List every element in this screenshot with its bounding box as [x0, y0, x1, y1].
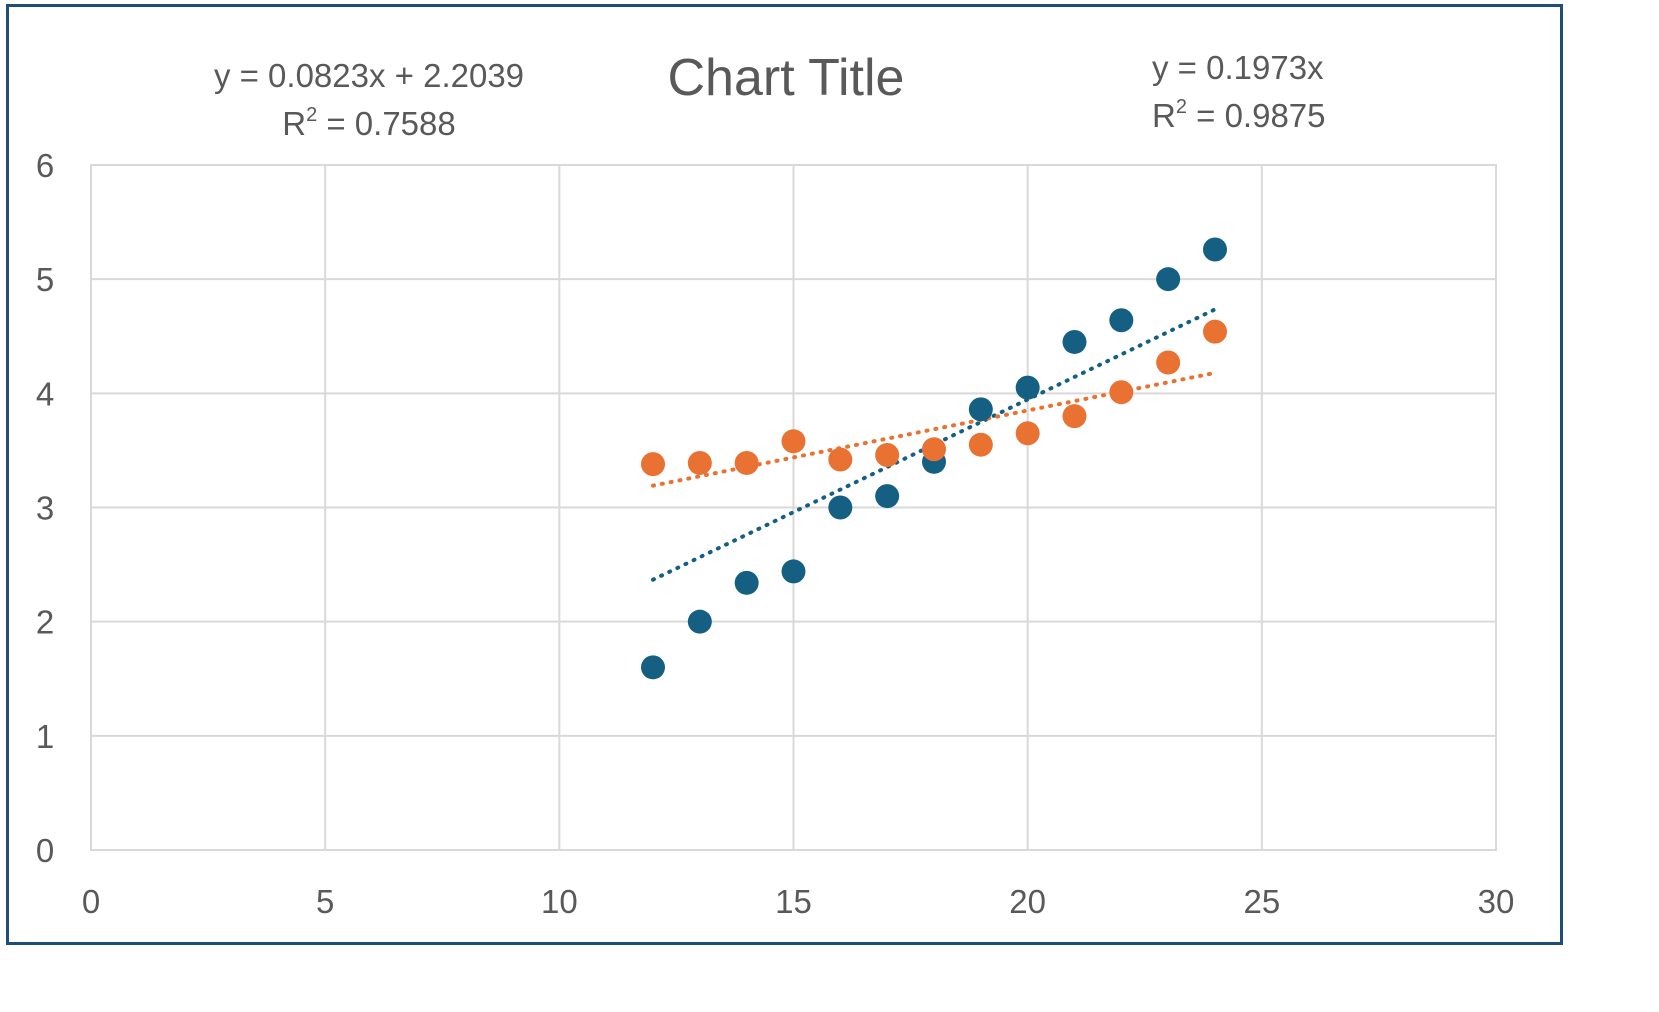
gridlines: [90, 164, 1497, 851]
x-tick-label: 10: [541, 883, 578, 920]
point-series-2: [875, 442, 900, 467]
y-tick-label: 6: [36, 147, 54, 184]
r-squared-right-value: = 0.9875: [1187, 97, 1326, 134]
r-squared-right-label: R: [1152, 97, 1176, 134]
x-tick-label: 25: [1243, 883, 1280, 920]
r-squared-left-value: = 0.7588: [317, 105, 456, 142]
point-series-2: [1156, 350, 1181, 375]
point-series-1: [781, 559, 806, 584]
y-tick-label: 4: [36, 375, 54, 412]
point-series-2: [1015, 421, 1040, 446]
point-series-1: [875, 484, 900, 509]
y-tick-label: 3: [36, 490, 54, 527]
point-series-2: [922, 437, 946, 462]
point-series-1: [828, 495, 853, 520]
point-series-1: [1203, 237, 1227, 262]
point-series-1: [1015, 375, 1040, 400]
r-squared-left: R2 = 0.7588: [282, 104, 456, 142]
x-tick-label: 30: [1478, 883, 1515, 920]
point-series-2: [968, 432, 993, 457]
point-series-2: [734, 450, 759, 475]
point-series-2: [828, 447, 853, 472]
r-squared-right: R2 = 0.9875: [1152, 96, 1326, 134]
point-series-1: [687, 609, 712, 634]
point-series-2: [1062, 404, 1087, 429]
x-tick-label: 0: [82, 883, 100, 920]
y-tick-label: 1: [36, 718, 54, 755]
point-series-2: [1109, 380, 1134, 405]
point-series-1: [1062, 329, 1087, 354]
point-series-2: [641, 452, 665, 477]
chart-frame: 0 5 10 15 20 25 30 0 1 2 3 4 5 6 Chart Title y = 0.0…: [6, 4, 1563, 945]
point-series-1: [1109, 308, 1134, 333]
point-series-2: [781, 429, 806, 454]
x-axis-tick-labels: 0 5 10 15 20 25 30: [82, 883, 1515, 920]
r-squared-right-superscript: 2: [1176, 96, 1187, 118]
trendline-equation-right: y = 0.1973x: [1152, 49, 1324, 86]
chart-title: Chart Title: [668, 49, 905, 107]
trendline-equation-left: y = 0.0823x + 2.2039: [214, 57, 524, 94]
data-points: [641, 237, 1227, 680]
y-tick-label: 0: [36, 832, 54, 869]
x-tick-label: 20: [1009, 883, 1046, 920]
r-squared-left-label: R: [282, 105, 306, 142]
r-squared-left-superscript: 2: [306, 104, 317, 126]
x-tick-label: 5: [316, 883, 334, 920]
y-axis-tick-labels: 0 1 2 3 4 5 6: [36, 147, 54, 869]
y-tick-label: 5: [36, 261, 54, 298]
plot-area-border: [90, 164, 1497, 851]
y-tick-label: 2: [36, 604, 54, 641]
plot-area: [90, 164, 1497, 851]
x-tick-label: 15: [775, 883, 812, 920]
point-series-1: [1156, 267, 1181, 292]
point-series-2: [687, 450, 712, 475]
chart-svg: 0 5 10 15 20 25 30 0 1 2 3 4 5 6 Chart Title y = 0.0…: [36, 49, 1515, 920]
point-series-1: [734, 570, 759, 595]
point-series-1: [968, 397, 993, 422]
point-series-2: [1203, 319, 1227, 344]
point-series-1: [641, 655, 665, 680]
